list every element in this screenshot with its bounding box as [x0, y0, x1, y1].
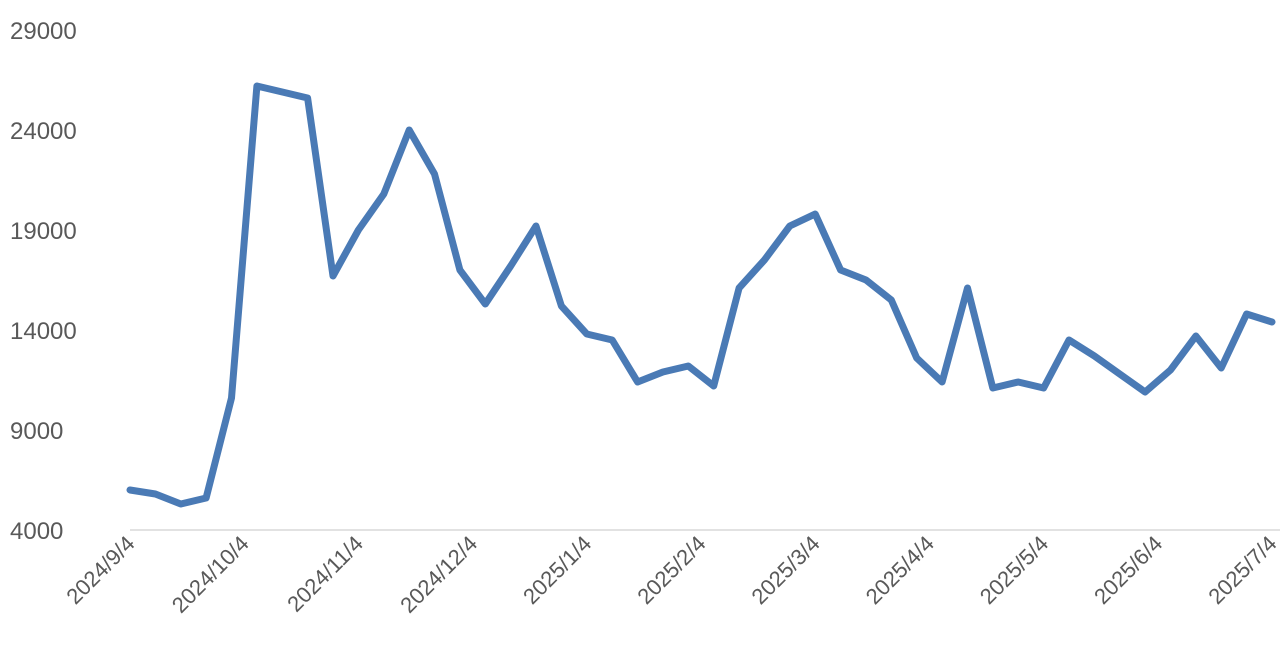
x-tick-label: 2025/7/4 — [1203, 531, 1281, 609]
plot-area — [126, 82, 1276, 508]
series-line — [126, 82, 1276, 508]
x-tick-label: 2025/5/4 — [975, 531, 1053, 609]
x-tick-label: 2025/3/4 — [747, 531, 825, 609]
x-axis: 2024/9/4 2024/10/4 2024/11/4 2024/12/4 2025/… — [61, 531, 1281, 618]
x-tick-label: 2024/9/4 — [61, 531, 139, 609]
y-tick-label: 24000 — [10, 118, 77, 145]
x-tick-label: 2025/4/4 — [861, 531, 939, 609]
y-tick-label: 4000 — [10, 518, 63, 545]
x-tick-label: 2024/12/4 — [395, 531, 482, 618]
y-tick-label: 19000 — [10, 218, 77, 245]
x-tick-label: 2025/2/4 — [632, 531, 710, 609]
y-tick-label: 14000 — [10, 318, 77, 345]
y-tick-label: 9000 — [10, 418, 63, 445]
x-tick-label: 2024/10/4 — [167, 531, 254, 618]
x-tick-label: 2025/1/4 — [518, 531, 596, 609]
y-tick-label: 29000 — [10, 18, 77, 45]
x-tick-label: 2025/6/4 — [1089, 531, 1167, 609]
x-tick-label: 2024/11/4 — [282, 531, 368, 617]
y-axis: 4000 9000 14000 19000 24000 29000 — [10, 18, 77, 545]
